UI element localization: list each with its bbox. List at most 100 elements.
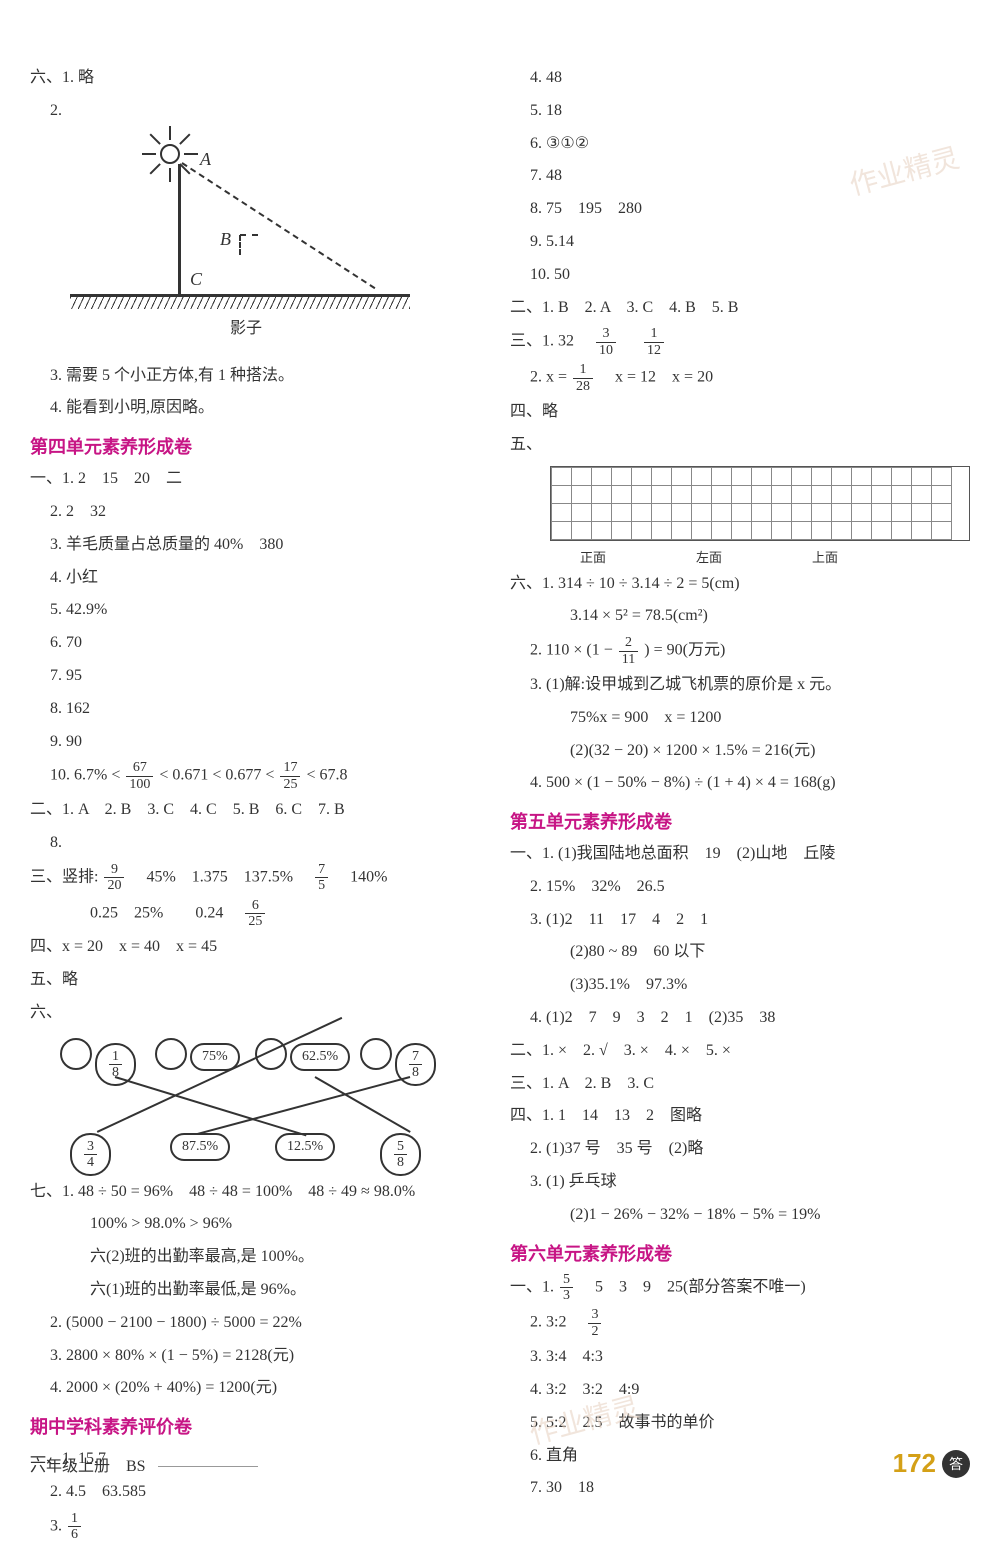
text-line: 5. 18 xyxy=(530,97,970,126)
text-line: 六、1. 略 xyxy=(30,64,490,93)
section-title: 期中学科素养评价卷 xyxy=(30,1413,490,1439)
text-line: 2. 110 × (1 − 211 ) = 90(万元) xyxy=(530,635,970,667)
text-line: 9. 5.14 xyxy=(530,228,970,257)
text: ) = 90(万元) xyxy=(644,642,725,659)
text-line: 2. 15% 32% 26.5 xyxy=(530,873,970,902)
grid-diagram xyxy=(550,466,970,541)
text: 一、1. xyxy=(510,1278,558,1295)
text-line: 2. 4.5 63.585 xyxy=(50,1478,490,1507)
text-line: 3. 需要 5 个小正方体,有 1 种搭法。 xyxy=(50,362,490,391)
text-line: 8. xyxy=(50,829,490,858)
text-line: 二、1. A 2. B 3. C 4. C 5. B 6. C 7. B xyxy=(30,796,490,825)
text: < 67.8 xyxy=(306,767,347,784)
grid-labels: 正面 左面 上面 xyxy=(550,547,970,566)
text-line: 2. 3:2 32 xyxy=(530,1307,970,1339)
page-badge: 172 答 xyxy=(893,1448,970,1479)
text-line: 7. 48 xyxy=(530,162,970,191)
match-edge xyxy=(197,1076,410,1135)
text-line: 8. 162 xyxy=(50,695,490,724)
page-circle-icon: 答 xyxy=(942,1450,970,1478)
text-line: 六(2)班的出勤率最高,是 100%。 xyxy=(90,1243,490,1272)
page-footer: 六年级上册 BS 172 答 xyxy=(30,1448,970,1479)
text: x = 12 x = 20 xyxy=(599,369,713,386)
text-line: 4. 500 × (1 − 50% − 8%) ÷ (1 + 4) × 4 = … xyxy=(530,769,970,798)
text-line: 二、1. B 2. A 3. C 4. B 5. B xyxy=(510,294,970,323)
fraction: 211 xyxy=(619,635,638,667)
text-line: 6. 70 xyxy=(50,629,490,658)
match-node: 87.5% xyxy=(170,1133,230,1161)
section-title: 第四单元素养形成卷 xyxy=(30,433,490,459)
text-line: 4. 小红 xyxy=(50,564,490,593)
text: < 0.671 < 0.677 < xyxy=(159,767,274,784)
text-line: (3)35.1% 97.3% xyxy=(570,971,970,1000)
match-node: 12.5% xyxy=(275,1133,335,1161)
fraction: 920 xyxy=(104,862,124,894)
text-line: 3. 16 xyxy=(50,1511,490,1543)
text-line: 六、 xyxy=(30,999,490,1028)
text-line: 3. (1)解:设甲城到乙城飞机票的原价是 x 元。 xyxy=(530,671,970,700)
text-line: 9. 90 xyxy=(50,728,490,757)
sun-icon xyxy=(160,144,180,164)
match-edge xyxy=(115,1076,307,1136)
match-edge xyxy=(315,1076,411,1133)
building-line xyxy=(239,235,241,255)
fraction: 53 xyxy=(560,1272,573,1304)
text-line: 四、略 xyxy=(510,398,970,427)
match-node: 62.5% xyxy=(290,1043,350,1071)
footer-left: 六年级上册 BS xyxy=(30,1452,258,1476)
text-line: 7. 95 xyxy=(50,662,490,691)
text-line: 10. 6.7% < 67100 < 0.671 < 0.677 < 1725 … xyxy=(50,760,490,792)
sun-shadow-diagram: A B C 影子 xyxy=(70,134,410,354)
text-line: 三、1. A 2. B 3. C xyxy=(510,1070,970,1099)
fraction: 32 xyxy=(588,1307,601,1339)
fraction: 75 xyxy=(315,862,328,894)
text-line: 3. 羊毛质量占总质量的 40% 380 xyxy=(50,531,490,560)
page-number: 172 xyxy=(893,1448,936,1479)
text-line: 75%x = 900 x = 1200 xyxy=(570,704,970,733)
right-column: 4. 48 5. 18 6. ③①② 7. 48 8. 75 195 280 9… xyxy=(510,60,970,1547)
text-line: 4. (1)2 7 9 3 2 1 (2)35 38 xyxy=(530,1004,970,1033)
text-line: 2. xyxy=(50,97,490,126)
grid-label: 上面 xyxy=(812,547,838,566)
grid-label: 左面 xyxy=(696,547,722,566)
text: 3. xyxy=(50,1517,66,1534)
text-line: 一、1. 53 5 3 9 25(部分答案不唯一) xyxy=(510,1272,970,1304)
face-icon xyxy=(360,1038,392,1070)
text-line: 五、 xyxy=(510,431,970,460)
point-label: C xyxy=(190,269,202,290)
text: 45% 1.375 137.5% xyxy=(130,868,309,885)
match-node: 58 xyxy=(380,1133,421,1177)
text-line: 4. 2000 × (20% + 40%) = 1200(元) xyxy=(50,1374,490,1403)
fraction: 625 xyxy=(245,898,265,930)
text: 三、竖排: xyxy=(30,868,98,885)
text-line: 六(1)班的出勤率最低,是 96%。 xyxy=(90,1276,490,1305)
text-line: 三、竖排: 920 45% 1.375 137.5% 75 140% xyxy=(30,862,490,894)
text-line: 3. 3:4 4:3 xyxy=(530,1343,970,1372)
matching-diagram: 18 75% 62.5% 78 34 87.5% 12.5% 58 xyxy=(60,1038,440,1168)
text-line: 3. (1)2 11 17 4 2 1 xyxy=(530,906,970,935)
text-line: 8. 75 195 280 xyxy=(530,195,970,224)
face-icon xyxy=(155,1038,187,1070)
ground-hatch xyxy=(70,297,410,309)
text-line: 一、1. (1)我国陆地总面积 19 (2)山地 丘陵 xyxy=(510,840,970,869)
text-line: 四、x = 20 x = 40 x = 45 xyxy=(30,933,490,962)
text-line: (2)(32 − 20) × 1200 × 1.5% = 216(元) xyxy=(570,737,970,766)
text: 三、1. 32 xyxy=(510,333,590,350)
point-label: B xyxy=(220,229,231,250)
text-line: 10. 50 xyxy=(530,261,970,290)
text-line: 4. 能看到小明,原因略。 xyxy=(50,394,490,423)
face-icon xyxy=(60,1038,92,1070)
shadow-label: 影子 xyxy=(230,314,262,338)
text-line: 2. (1)37 号 35 号 (2)略 xyxy=(530,1135,970,1164)
footer-divider xyxy=(158,1466,258,1467)
section-title: 第五单元素养形成卷 xyxy=(510,808,970,834)
fraction: 1725 xyxy=(280,760,300,792)
text-line: 四、1. 1 14 13 2 图略 xyxy=(510,1102,970,1131)
page-content: 六、1. 略 2. A B C 影子 xyxy=(30,60,970,1547)
text-line: 0.25 25% 0.24 625 xyxy=(90,898,490,930)
text-line: 2. 2 32 xyxy=(50,498,490,527)
footer-text: 六年级上册 BS xyxy=(30,1458,146,1475)
building-line xyxy=(240,234,258,236)
text-line: 5. 42.9% xyxy=(50,596,490,625)
text: 10. 6.7% < xyxy=(50,767,120,784)
